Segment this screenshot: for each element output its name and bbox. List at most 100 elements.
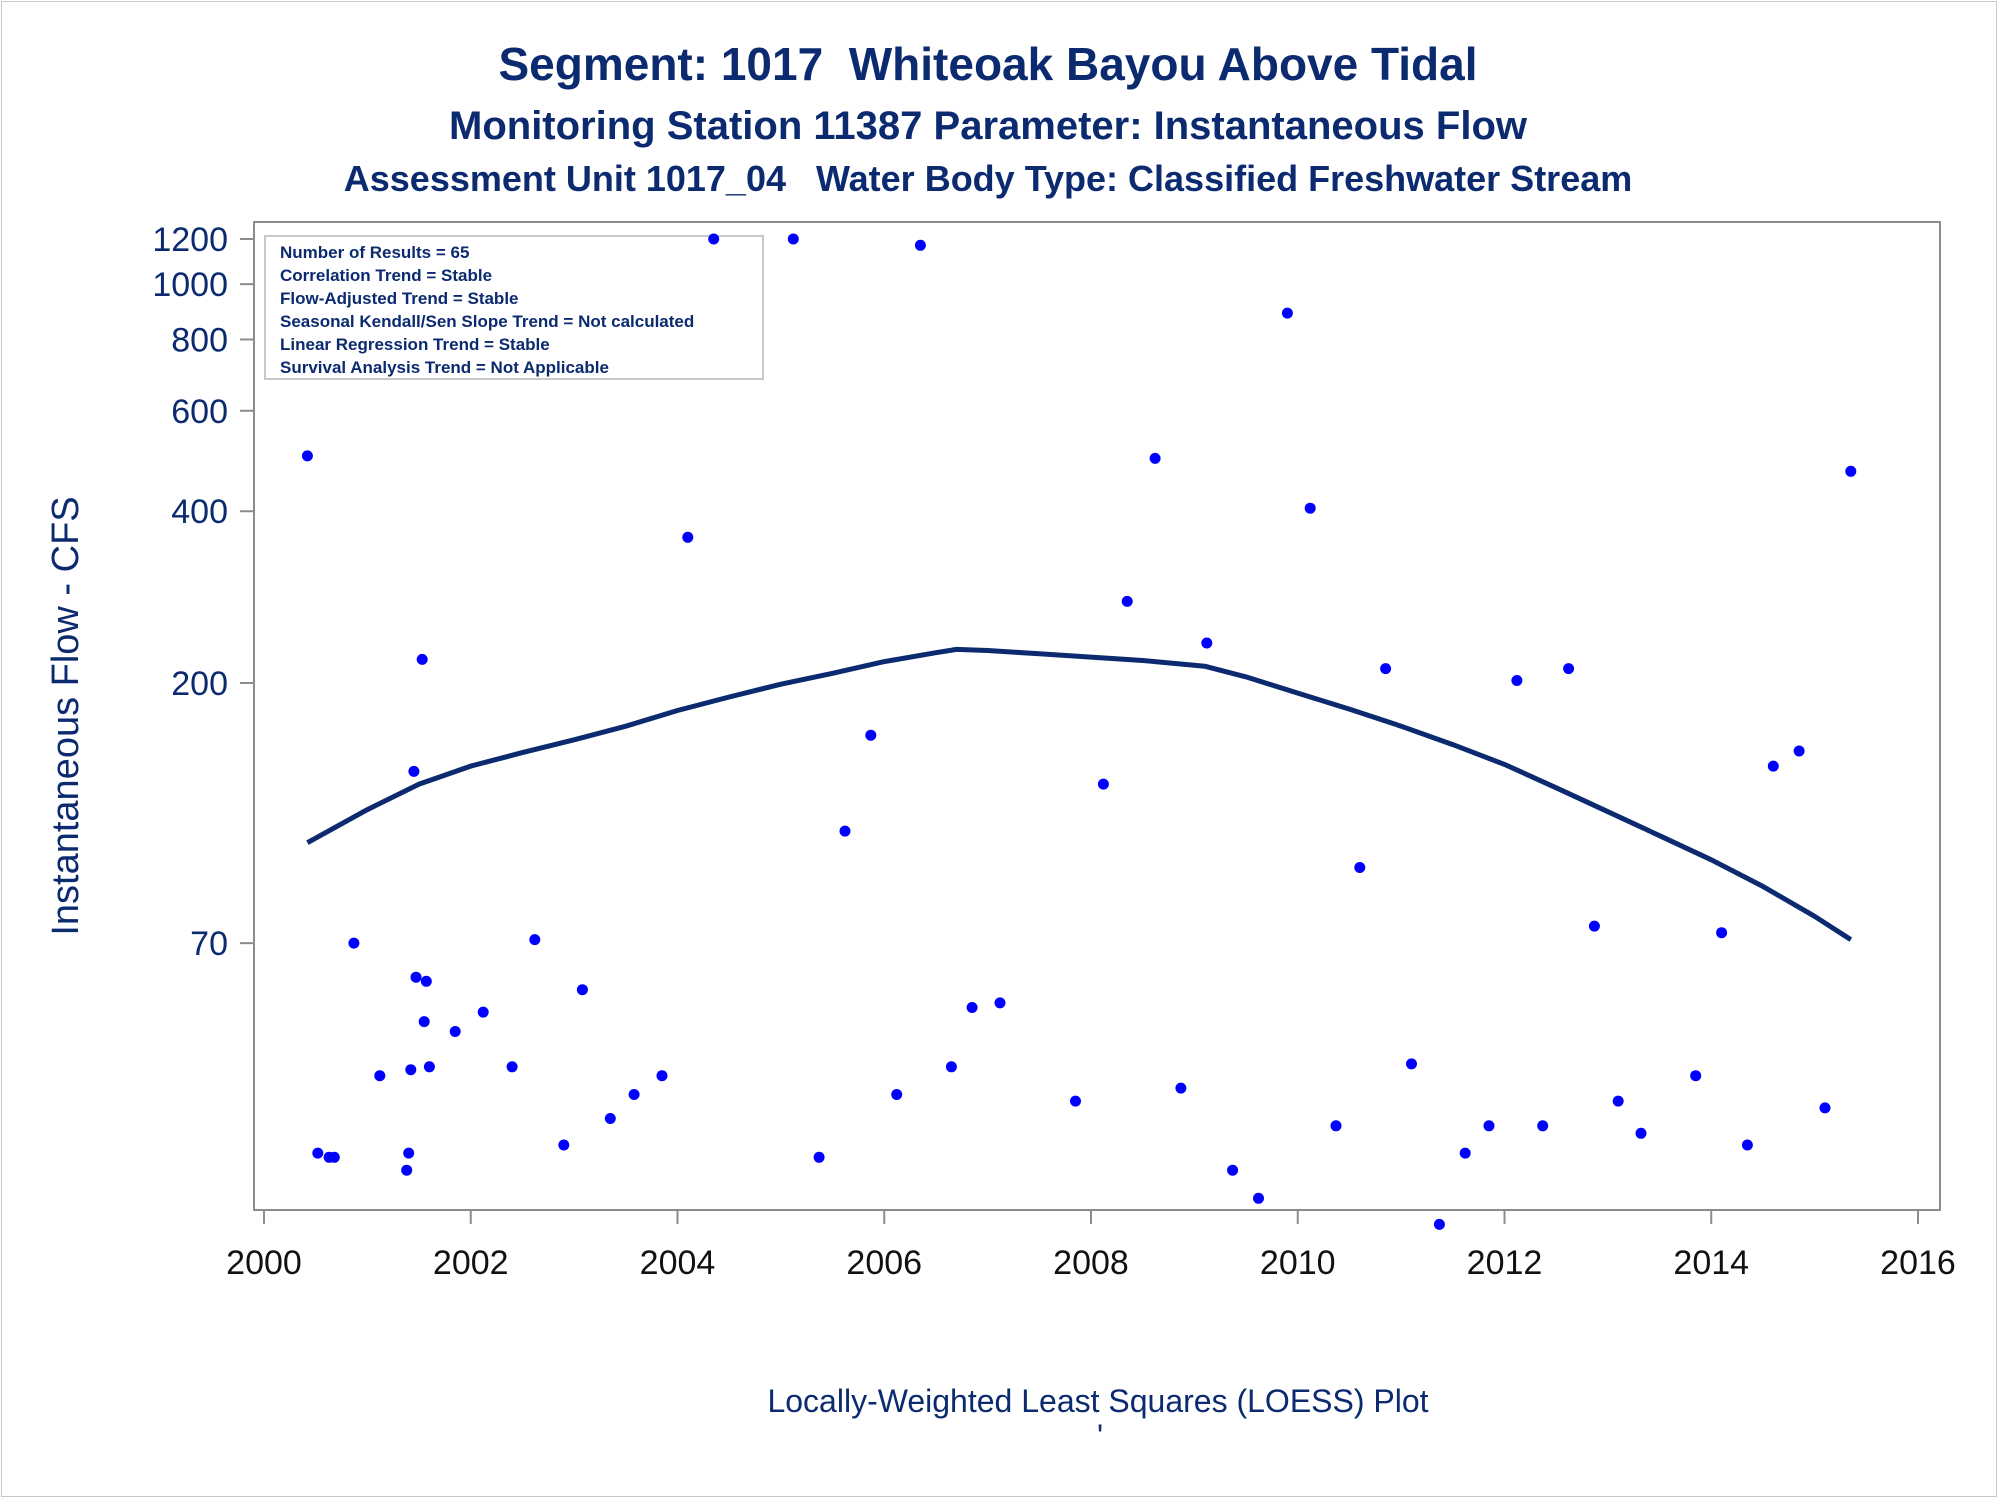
data-point [1588, 920, 1600, 932]
y-tick-label: 1200 [152, 221, 228, 259]
data-point [1227, 1164, 1239, 1176]
data-point [1537, 1120, 1549, 1132]
data-point [994, 997, 1006, 1009]
stats-line-linear-regression: Linear Regression Trend = Stable [280, 335, 550, 354]
y-tick-label: 1000 [152, 266, 228, 304]
data-point [423, 1061, 435, 1073]
x-tick-label: 2012 [1467, 1244, 1543, 1282]
data-point [1483, 1120, 1495, 1132]
x-tick-label: 2006 [846, 1244, 922, 1282]
y-tick-label: 200 [171, 665, 228, 703]
data-point [1819, 1102, 1831, 1114]
data-point [301, 450, 313, 462]
x-tick-label: 2002 [433, 1244, 509, 1282]
stats-line-results: Number of Results = 65 [280, 243, 469, 262]
data-point [449, 1026, 461, 1037]
data-point [1354, 862, 1366, 873]
data-point [656, 1070, 668, 1082]
data-point [1330, 1120, 1342, 1132]
data-point [865, 729, 877, 741]
data-point [1175, 1082, 1187, 1094]
data-point [374, 1070, 386, 1082]
chart-subtitle: Monitoring Station 11387 Parameter: Inst… [449, 104, 1528, 148]
x-tick-label: 2010 [1260, 1244, 1336, 1282]
data-point [1716, 927, 1728, 939]
data-point [682, 531, 694, 543]
data-point [1612, 1095, 1624, 1107]
data-point [1635, 1127, 1647, 1139]
data-point [477, 1006, 489, 1018]
stats-line-survival: Survival Analysis Trend = Not Applicable [280, 358, 609, 377]
data-point [813, 1151, 825, 1163]
stats-legend-border [264, 235, 764, 380]
data-point [1690, 1070, 1702, 1082]
data-point [1149, 452, 1161, 464]
chart-footnote: Locally-Weighted Least Squares (LOESS) P… [767, 1383, 1428, 1419]
data-point [891, 1089, 903, 1100]
y-tick-label: 70 [190, 925, 228, 963]
data-point [1304, 502, 1316, 514]
x-tick-label: 2000 [226, 1244, 302, 1282]
y-tick-label: 400 [171, 493, 228, 531]
data-point [708, 233, 720, 245]
y-axis: 1200 1000 800 600 400 200 70 [152, 221, 254, 963]
data-point [966, 1002, 978, 1013]
data-point [1097, 778, 1109, 790]
stats-legend-box: Number of Results = 65 Correlation Trend… [264, 235, 764, 380]
stats-line-flow-adjusted: Flow-Adjusted Trend = Stable [280, 289, 519, 308]
data-point [1511, 675, 1523, 686]
x-tick-label: 2014 [1673, 1244, 1749, 1282]
data-point [416, 653, 428, 665]
y-tick-label: 800 [171, 321, 228, 359]
data-point [1201, 637, 1213, 649]
data-point [405, 1064, 417, 1076]
data-point [1459, 1147, 1471, 1159]
plot-area [253, 221, 1941, 1211]
data-point [506, 1061, 518, 1073]
x-tick-label: 2016 [1880, 1244, 1956, 1282]
data-point [945, 1061, 957, 1073]
data-point [312, 1147, 324, 1159]
data-point [839, 825, 851, 837]
y-axis-label: Instantaneous Flow - CFS [45, 496, 87, 935]
data-point [1741, 1139, 1753, 1151]
data-point [410, 971, 422, 983]
data-point [1281, 307, 1293, 319]
data-point [418, 1016, 430, 1028]
x-axis: 2000 2002 2004 2006 2008 2010 2012 2014 2016 [226, 1210, 1956, 1282]
x-tick-label: 2008 [1053, 1244, 1129, 1282]
x-tick-label: 2004 [640, 1244, 716, 1282]
points-layer [301, 233, 1857, 1230]
data-point [1253, 1192, 1264, 1204]
loess-trend-line [306, 646, 1853, 942]
data-point [1121, 595, 1133, 607]
data-point [401, 1164, 413, 1176]
stats-line-correlation: Correlation Trend = Stable [280, 266, 492, 285]
data-point [348, 937, 360, 949]
data-point [1793, 745, 1805, 757]
data-point [1070, 1095, 1081, 1107]
data-point [328, 1151, 340, 1163]
data-point [558, 1139, 570, 1151]
y-tick-label: 600 [171, 393, 228, 431]
data-point [420, 975, 432, 987]
chart-subtitle-2: Assessment Unit 1017_04 Water Body Type:… [344, 158, 1633, 199]
loess-layer [306, 646, 1853, 942]
data-point [628, 1089, 640, 1100]
stats-line-seasonal-kendall: Seasonal Kendall/Sen Slope Trend = Not c… [280, 312, 694, 331]
data-point [604, 1113, 616, 1124]
data-point [408, 765, 420, 777]
data-point [1767, 760, 1779, 772]
footnote-mark: ' [1097, 1418, 1103, 1454]
data-point [529, 934, 541, 946]
data-point [787, 233, 799, 245]
data-point [1433, 1218, 1445, 1230]
data-point [403, 1147, 415, 1159]
data-point [1406, 1058, 1417, 1070]
data-point [1845, 465, 1857, 477]
data-point [1563, 663, 1575, 675]
data-point [914, 239, 926, 251]
data-point [576, 984, 588, 996]
